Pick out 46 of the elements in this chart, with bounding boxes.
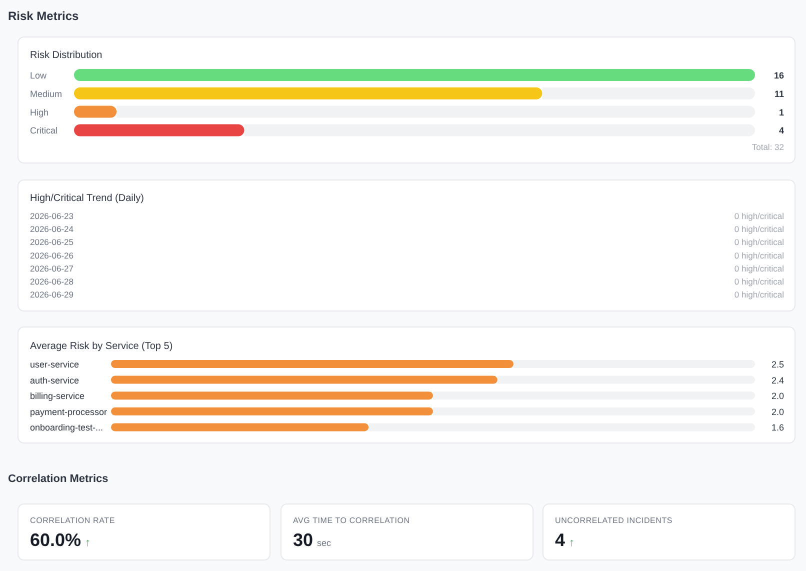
- y-tick-label: auth-service: [30, 375, 80, 386]
- data-label: 1: [778, 107, 784, 118]
- y-tick-label: Low: [30, 70, 48, 80]
- text: High/Critical Trend (Daily): [30, 193, 144, 204]
- data-label: 16: [774, 70, 784, 80]
- text: 30 sec: [293, 530, 332, 550]
- category-label: UNCORRELATED INCIDENTS: [555, 516, 673, 525]
- y-tick-label: Medium: [30, 88, 62, 99]
- bar: [74, 69, 755, 81]
- text: 0 high/critical: [734, 276, 784, 286]
- category-label: 2026-06-29: [30, 290, 74, 300]
- data-label: 11: [774, 88, 784, 99]
- text: 0 high/critical: [734, 211, 784, 221]
- bar: [74, 106, 117, 118]
- data-label: 2.0: [771, 391, 784, 402]
- text: 0 high/critical: [734, 237, 784, 248]
- chart-title: Average Risk by Service (Top 5): [30, 341, 173, 352]
- chart-subtitle: Risk Distribution: [30, 50, 102, 61]
- data-label: 2.0: [771, 406, 784, 417]
- category-label: AVG TIME TO CORRELATION: [293, 516, 410, 525]
- chart-title: Risk Metrics: [8, 9, 80, 23]
- text: 0 high/critical: [734, 224, 784, 234]
- text: Total: 32: [752, 142, 784, 152]
- y-tick-label: High: [30, 107, 49, 118]
- category-label: 2026-06-26: [30, 250, 74, 260]
- category-label: 2026-06-24: [30, 224, 74, 234]
- text: 0 high/critical: [734, 263, 784, 274]
- category-label: 2026-06-23: [30, 211, 74, 221]
- y-tick-label: onboarding-test-...: [30, 422, 104, 433]
- data-label: 2.4: [771, 375, 784, 386]
- data-label: 1.6: [771, 422, 784, 433]
- text: 4 ↑: [555, 530, 575, 550]
- y-tick-label: payment-processor: [30, 406, 108, 417]
- text: 0 high/critical: [734, 250, 784, 260]
- text: 0 high/critical: [734, 290, 784, 300]
- y-tick-label: user-service: [30, 360, 80, 370]
- text: 60.0% ↑: [30, 530, 91, 550]
- data-label: 4: [778, 126, 784, 136]
- text: Correlation Metrics: [8, 473, 108, 485]
- category-label: 2026-06-25: [30, 237, 74, 248]
- category-label: CORRELATION RATE: [30, 516, 115, 525]
- data-label: 2.5: [771, 360, 784, 370]
- y-tick-label: billing-service: [30, 391, 85, 402]
- y-tick-label: Critical: [30, 126, 58, 136]
- category-label: 2026-06-27: [30, 263, 74, 274]
- category-label: 2026-06-28: [30, 276, 74, 286]
